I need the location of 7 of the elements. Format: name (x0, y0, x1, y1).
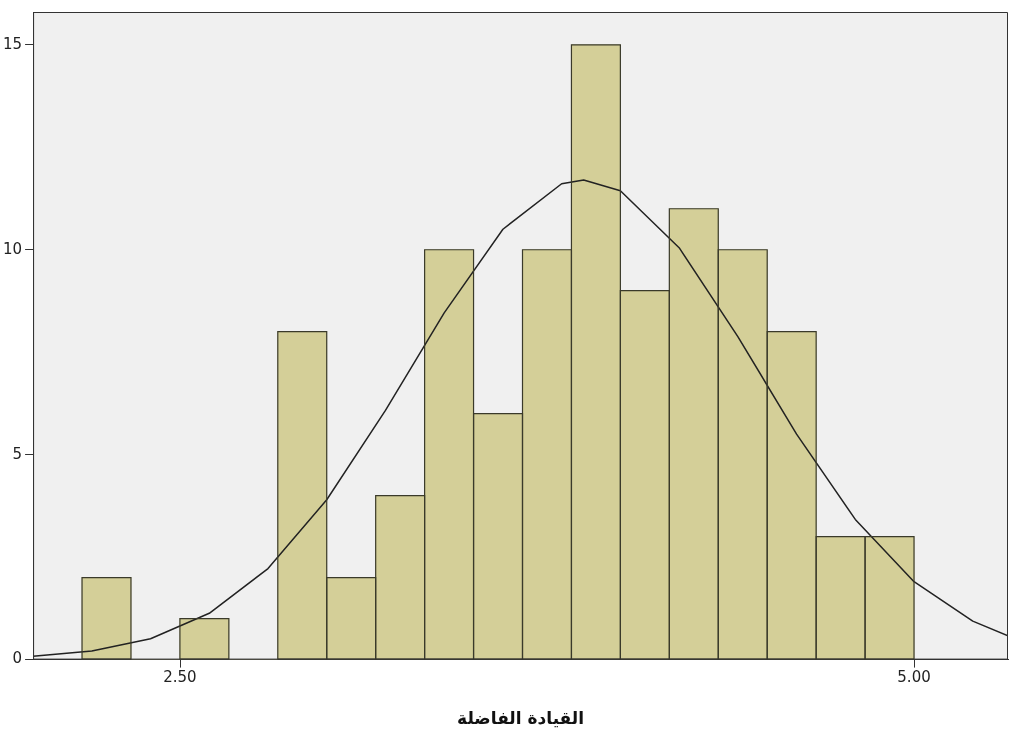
x-axis-title: القيادة الفاضلة (457, 708, 585, 729)
x-tick-label: 5.00 (897, 668, 931, 687)
y-tick-label: 0 (12, 649, 23, 668)
y-tick-label: 10 (2, 239, 23, 258)
y-tick-label: 5 (12, 444, 23, 463)
y-tick-label: 15 (2, 34, 23, 53)
x-tick-label: 2.50 (163, 668, 197, 687)
